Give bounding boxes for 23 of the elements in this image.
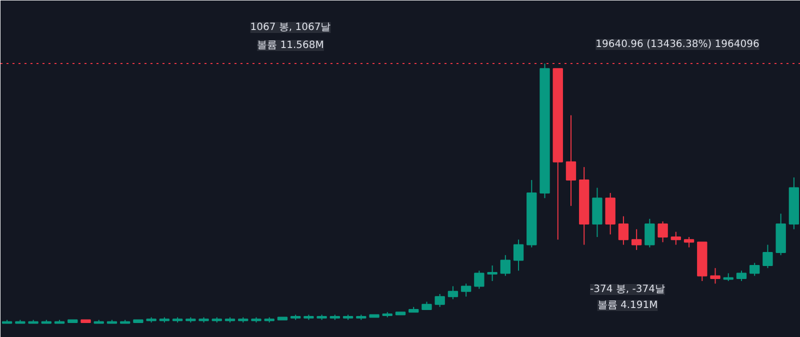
text: 볼륨 11.568M [257, 40, 324, 51]
candlestick [762, 244, 773, 269]
text: 1067 봉, 1067날 [250, 22, 331, 33]
candlestick [644, 218, 655, 248]
annotation: -374 봉, -374날 [590, 284, 665, 295]
candlestick [631, 228, 642, 250]
candlestick [448, 286, 458, 300]
candlestick [500, 254, 511, 276]
text: 19640.96 (13436.38%) 1964096 [596, 39, 760, 50]
candlestick [684, 236, 694, 248]
candlestick [710, 268, 720, 284]
candlestick [487, 264, 498, 282]
candlestick [460, 283, 472, 298]
candlestick [736, 270, 747, 282]
candlestick [618, 216, 629, 246]
candlestick [474, 270, 484, 290]
candlestick [750, 262, 760, 276]
candlestick [670, 231, 681, 246]
candlestick [566, 114, 576, 206]
candlestick [513, 239, 524, 272]
candlestick [658, 220, 668, 243]
annotation: 볼륨 4.191M [597, 300, 658, 311]
candlestick [434, 293, 445, 308]
